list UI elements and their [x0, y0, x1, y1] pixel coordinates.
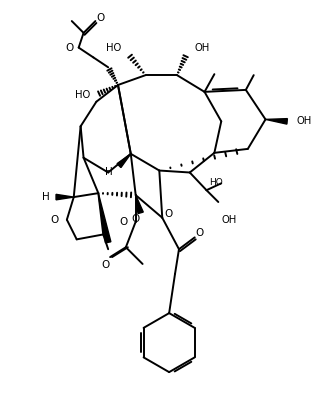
Polygon shape	[98, 193, 111, 243]
Text: H: H	[42, 192, 50, 202]
Text: HO: HO	[209, 178, 223, 187]
Polygon shape	[56, 194, 74, 200]
Polygon shape	[266, 119, 287, 124]
Text: O: O	[101, 260, 109, 270]
Text: OH: OH	[297, 116, 312, 126]
Text: H: H	[105, 166, 113, 177]
Text: OH: OH	[195, 42, 210, 53]
Text: O: O	[51, 215, 59, 225]
Text: HO: HO	[75, 90, 90, 100]
Text: O: O	[164, 209, 172, 219]
Text: O: O	[132, 214, 140, 224]
Text: O: O	[120, 217, 128, 227]
Text: HO: HO	[106, 42, 121, 53]
Text: O: O	[66, 42, 74, 53]
Polygon shape	[136, 195, 143, 214]
Polygon shape	[117, 154, 131, 168]
Text: O: O	[196, 229, 204, 238]
Text: OH: OH	[221, 215, 236, 225]
Text: O: O	[96, 13, 105, 23]
